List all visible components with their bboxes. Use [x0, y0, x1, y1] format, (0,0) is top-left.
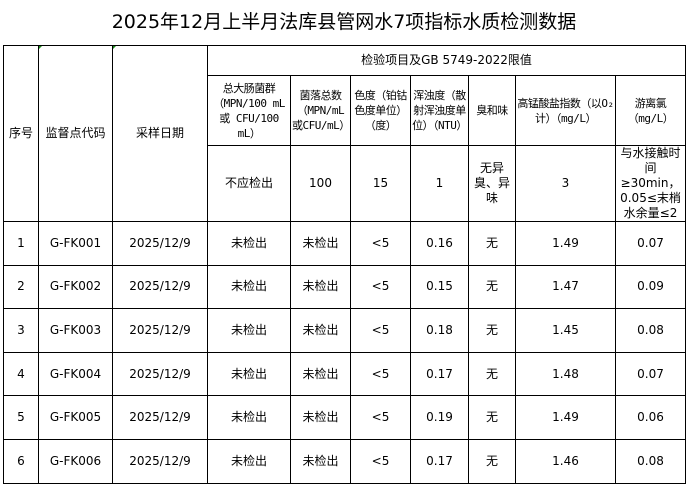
page-title: 2025年12月上半月法库县管网水7项指标水质检测数据: [111, 11, 577, 33]
header-no: 序号: [3, 45, 39, 222]
table-row: 4 G-FK004 2025/12/9 未检出 未检出 <5 0.17 无 1.48 0.07: [3, 351, 686, 397]
value-cell: <5: [350, 221, 411, 266]
sample-date: 2025/12/9: [112, 308, 208, 353]
value-cell: 0.17: [410, 351, 469, 397]
value-cell: 未检出: [207, 264, 291, 310]
value-cell: 0.09: [615, 264, 686, 310]
sample-date: 2025/12/9: [112, 351, 208, 397]
header-date: 采样日期: [112, 45, 208, 222]
param-limit: 3: [515, 145, 616, 222]
param-limit: 100: [290, 145, 351, 222]
param-limit: 15: [350, 145, 411, 222]
value-cell: 未检出: [290, 308, 351, 353]
value-cell: 无: [468, 438, 516, 484]
table-row: 2 G-FK002 2025/12/9 未检出 未检出 <5 0.15 无 1.47 0.09: [3, 264, 686, 310]
value-cell: <5: [350, 308, 411, 353]
value-cell: 无: [468, 351, 516, 397]
value-cell: 未检出: [207, 221, 291, 266]
value-cell: <5: [350, 264, 411, 310]
value-cell: 无: [468, 264, 516, 310]
param-name: 游离氯（mg/L）: [615, 75, 686, 146]
value-cell: 无: [468, 308, 516, 353]
sample-date: 2025/12/9: [112, 221, 208, 266]
row-no: 6: [3, 438, 39, 484]
site-code: G-FK005: [38, 395, 113, 440]
param-limit: 1: [410, 145, 469, 222]
table-row: 3 G-FK003 2025/12/9 未检出 未检出 <5 0.18 无 1.45 0.08: [3, 308, 686, 353]
param-name: 菌落总数（MPN/mL或CFU/mL）: [290, 75, 351, 146]
param-limit: 不应检出: [207, 145, 291, 222]
param-name: 色度（铂钴色度单位）（度）: [350, 75, 411, 146]
value-cell: 未检出: [207, 438, 291, 484]
value-cell: 1.49: [515, 221, 616, 266]
value-cell: 无: [468, 395, 516, 440]
row-no: 3: [3, 308, 39, 353]
site-code: G-FK003: [38, 308, 113, 353]
table-row: 1 G-FK001 2025/12/9 未检出 未检出 <5 0.16 无 1.49 0.07: [3, 221, 686, 266]
value-cell: 未检出: [290, 438, 351, 484]
value-cell: 未检出: [290, 221, 351, 266]
value-cell: 1.45: [515, 308, 616, 353]
param-name: 总大肠菌群（MPN/100 mL或 CFU/100 mL）: [207, 75, 291, 146]
value-cell: 未检出: [290, 264, 351, 310]
value-cell: 未检出: [207, 308, 291, 353]
sample-date: 2025/12/9: [112, 395, 208, 440]
value-cell: 0.08: [615, 308, 686, 353]
value-cell: 0.15: [410, 264, 469, 310]
value-cell: 0.07: [615, 351, 686, 397]
sample-date: 2025/12/9: [112, 264, 208, 310]
table-row: 5 G-FK005 2025/12/9 未检出 未检出 <5 0.19 无 1.49 0.06: [3, 395, 686, 440]
row-no: 2: [3, 264, 39, 310]
param-limit: 无异臭、异味: [468, 145, 516, 222]
row-no: 5: [3, 395, 39, 440]
value-cell: 0.19: [410, 395, 469, 440]
value-cell: 未检出: [207, 395, 291, 440]
site-code: G-FK006: [38, 438, 113, 484]
sample-date: 2025/12/9: [112, 438, 208, 484]
param-name: 高锰酸盐指数（以O₂计）（mg/L）: [515, 75, 616, 146]
header-code: 监督点代码: [38, 45, 113, 222]
row-no: 4: [3, 351, 39, 397]
row-no: 1: [3, 221, 39, 266]
water-quality-table: 序号 监督点代码 采样日期 检验项目及GB 5749-2022限值 总大肠菌群（…: [3, 45, 686, 484]
value-cell: 0.18: [410, 308, 469, 353]
param-limit: 与水接触时间≥30min，0.05≤末梢水余量≤2: [615, 145, 686, 222]
value-cell: 0.17: [410, 438, 469, 484]
site-code: G-FK004: [38, 351, 113, 397]
param-name: 臭和味: [468, 75, 516, 146]
value-cell: 无: [468, 221, 516, 266]
value-cell: 1.48: [515, 351, 616, 397]
value-cell: 0.06: [615, 395, 686, 440]
value-cell: 1.49: [515, 395, 616, 440]
value-cell: 1.46: [515, 438, 616, 484]
value-cell: 0.07: [615, 221, 686, 266]
site-code: G-FK001: [38, 221, 113, 266]
value-cell: <5: [350, 438, 411, 484]
value-cell: 未检出: [290, 351, 351, 397]
site-code: G-FK002: [38, 264, 113, 310]
value-cell: <5: [350, 351, 411, 397]
param-name: 浑浊度（散射浑浊度单位）（NTU）: [410, 75, 469, 146]
value-cell: 未检出: [207, 351, 291, 397]
value-cell: 1.47: [515, 264, 616, 310]
header-group: 检验项目及GB 5749-2022限值: [207, 45, 686, 76]
table-row: 6 G-FK006 2025/12/9 未检出 未检出 <5 0.17 无 1.46 0.08: [3, 438, 686, 484]
value-cell: 0.16: [410, 221, 469, 266]
value-cell: 0.08: [615, 438, 686, 484]
value-cell: <5: [350, 395, 411, 440]
value-cell: 未检出: [290, 395, 351, 440]
